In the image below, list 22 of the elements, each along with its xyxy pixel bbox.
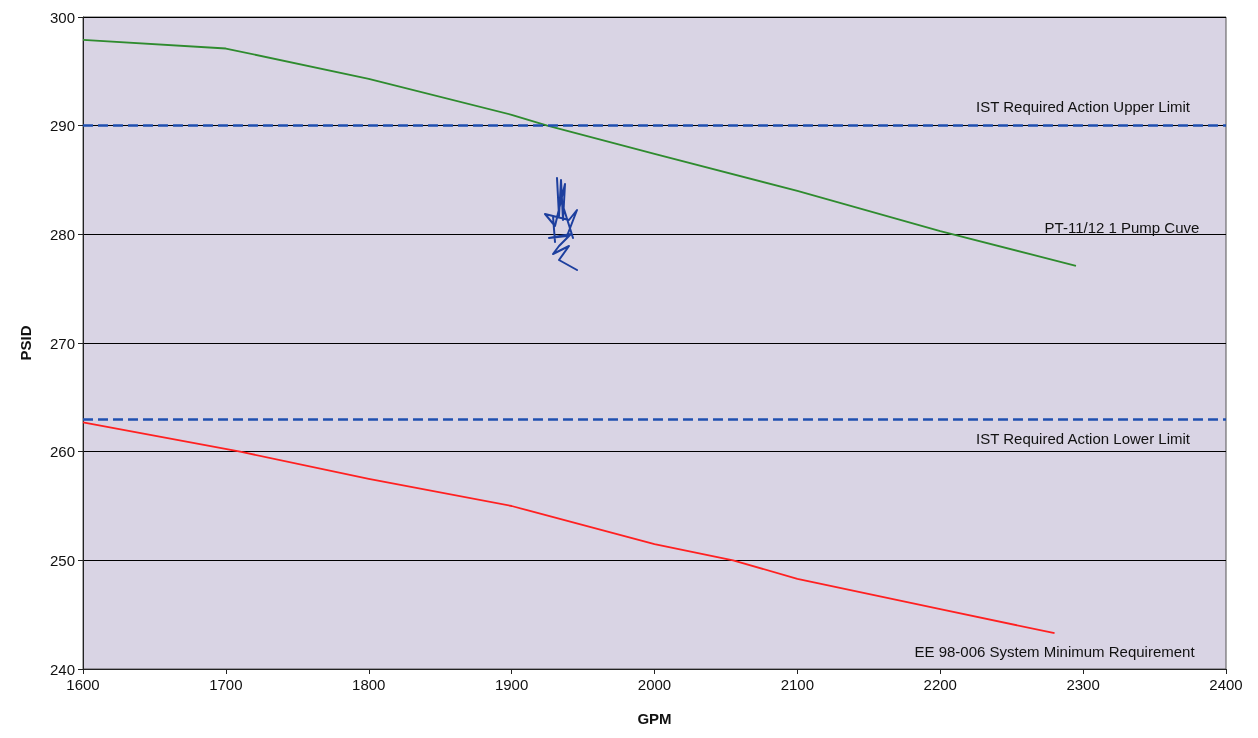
y-tick-label: 300 — [49, 8, 75, 26]
y-tick-label: 290 — [49, 117, 75, 135]
x-tick-label: 1900 — [494, 676, 529, 693]
y-tick-label: 250 — [49, 551, 75, 569]
x-tick-label: 2400 — [1209, 676, 1243, 693]
y-tick-label: 240 — [49, 660, 75, 678]
x-tick-label: 2200 — [923, 676, 957, 693]
series-label: EE 98-006 System Minimum Requirement — [914, 642, 1196, 660]
x-tick-label: 1700 — [209, 676, 243, 693]
x-tick-label: 1800 — [352, 676, 386, 693]
x-tick-label: 2300 — [1066, 676, 1100, 693]
x-tick-label: 2000 — [637, 676, 672, 693]
x-tick-label: 1600 — [66, 676, 100, 693]
y-tick-label: 280 — [49, 225, 75, 243]
y-tick-label: 270 — [49, 334, 75, 352]
series-label: PT-11/12 1 Pump Cuve — [1044, 219, 1200, 237]
y-axis-title: PSID — [17, 325, 34, 361]
x-axis-title: GPM — [637, 710, 672, 727]
ref-line-label: IST Required Action Lower Limit — [976, 430, 1191, 448]
ref-line-label: IST Required Action Upper Limit — [976, 97, 1191, 115]
x-tick-label: 2100 — [780, 676, 815, 693]
y-tick-label: 260 — [49, 443, 75, 461]
